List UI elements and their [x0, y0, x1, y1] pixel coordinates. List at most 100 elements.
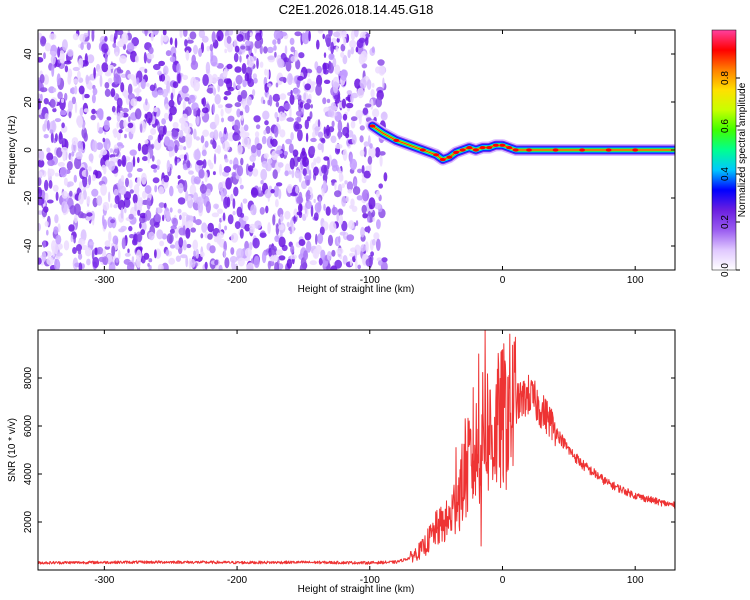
noise-speck: [309, 81, 317, 86]
noise-speck: [162, 214, 165, 222]
noise-speck: [188, 170, 194, 175]
noise-speck: [140, 78, 146, 90]
noise-speck: [337, 120, 343, 133]
noise-speck: [88, 153, 94, 162]
noise-speck: [102, 201, 110, 211]
noise-speck: [342, 54, 348, 65]
noise-speck: [139, 66, 146, 72]
noise-speck: [236, 108, 241, 118]
noise-speck: [84, 247, 92, 257]
noise-speck: [239, 55, 242, 63]
noise-speck: [233, 186, 239, 197]
noise-speck: [373, 232, 380, 240]
noise-speck: [127, 73, 133, 80]
noise-speck: [231, 234, 234, 239]
noise-speck: [66, 161, 73, 171]
noise-speck: [249, 227, 255, 234]
noise-speck: [169, 37, 173, 45]
noise-speck: [116, 142, 123, 147]
noise-speck: [350, 198, 355, 207]
noise-speck: [54, 172, 60, 177]
noise-speck: [358, 37, 366, 44]
noise-speck: [128, 179, 133, 189]
y-tick-label: -40: [23, 238, 34, 253]
noise-speck: [88, 166, 92, 172]
noise-speck: [38, 159, 45, 168]
noise-speck: [114, 238, 119, 246]
noise-speck: [245, 139, 249, 145]
noise-speck: [193, 176, 201, 184]
noise-speck: [212, 87, 217, 96]
noise-speck: [254, 131, 260, 138]
noise-speck: [272, 169, 278, 180]
noise-speck: [278, 236, 286, 248]
noise-speck: [248, 241, 253, 251]
noise-speck: [308, 30, 311, 42]
noise-speck: [381, 257, 388, 263]
noise-speck: [202, 159, 207, 169]
noise-speck: [275, 182, 283, 187]
noise-speck: [332, 57, 337, 68]
noise-speck: [289, 230, 293, 235]
noise-speck: [202, 97, 206, 107]
noise-speck: [252, 89, 256, 97]
noise-speck: [317, 119, 321, 128]
ridge-peak: [552, 148, 559, 152]
noise-speck: [357, 168, 363, 174]
noise-speck: [149, 84, 156, 92]
noise-speck: [349, 154, 353, 165]
noise-speck: [330, 102, 337, 111]
noise-speck: [206, 87, 214, 94]
noise-speck: [267, 222, 271, 234]
noise-speck: [150, 31, 154, 42]
noise-speck: [284, 170, 289, 177]
noise-speck: [186, 243, 192, 249]
noise-speck: [240, 212, 245, 218]
noise-speck: [229, 256, 238, 263]
noise-speck: [310, 204, 314, 217]
noise-speck: [290, 254, 298, 260]
noise-speck: [132, 155, 136, 168]
noise-speck: [211, 212, 220, 218]
noise-speck: [322, 33, 326, 40]
noise-speck: [182, 92, 187, 99]
ridge-peak: [579, 148, 586, 152]
noise-speck: [290, 245, 295, 254]
noise-speck: [295, 59, 301, 70]
noise-speck: [49, 33, 57, 40]
ridge-peak: [453, 150, 460, 154]
noise-speck: [371, 46, 375, 53]
noise-speck: [190, 227, 196, 233]
noise-speck: [119, 185, 127, 195]
noise-speck: [80, 42, 84, 50]
noise-speck: [43, 74, 49, 85]
noise-speck: [375, 97, 383, 108]
noise-speck: [67, 49, 74, 57]
noise-speck: [168, 257, 176, 265]
noise-speck: [325, 124, 330, 137]
noise-speck: [69, 190, 73, 197]
noise-speck: [135, 55, 139, 63]
noise-speck: [124, 207, 127, 214]
noise-speck: [117, 159, 122, 167]
noise-speck: [49, 51, 57, 56]
noise-speck: [249, 32, 253, 37]
noise-speck: [285, 138, 292, 145]
noise-speck: [153, 221, 160, 228]
noise-speck: [96, 108, 104, 119]
noise-speck: [200, 135, 205, 144]
noise-speck: [279, 76, 287, 82]
noise-speck: [275, 82, 279, 88]
noise-speck: [309, 145, 316, 155]
noise-speck: [73, 78, 79, 84]
noise-speck: [259, 232, 267, 238]
noise-speck: [185, 133, 193, 145]
noise-speck: [329, 221, 337, 234]
noise-speck: [316, 39, 320, 50]
noise-speck: [140, 229, 146, 236]
noise-speck: [207, 222, 214, 233]
noise-speck: [152, 30, 159, 36]
noise-speck: [106, 116, 112, 121]
noise-speck: [370, 98, 374, 110]
noise-speck: [280, 112, 286, 121]
